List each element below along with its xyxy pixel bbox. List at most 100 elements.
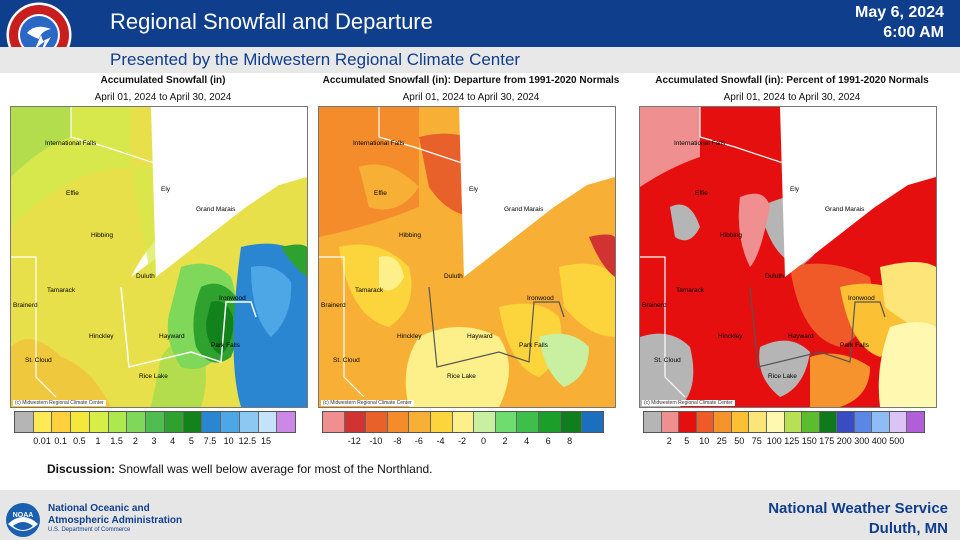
city-label: Hinckley xyxy=(718,333,743,340)
city-label: Brainerd xyxy=(642,302,667,309)
city-label: Park Falls xyxy=(211,342,241,349)
legend-tick-label: 10 xyxy=(223,436,234,446)
legend-swatch xyxy=(661,412,680,432)
panel-title: Accumulated Snowfall (in): Percent of 19… xyxy=(655,75,929,86)
noaa-name: National Oceanic and Atmospheric Adminis… xyxy=(48,503,182,527)
legend-tick-label: 6 xyxy=(545,436,551,446)
city-label: Grand Marais xyxy=(825,206,865,213)
legend-swatch xyxy=(202,412,222,432)
panel-date-range: April 01, 2024 to April 30, 2024 xyxy=(94,92,232,103)
percent-map: International Falls Effie Ely Grand Mara… xyxy=(639,106,937,408)
legend-tick-label: 50 xyxy=(734,436,745,446)
city-label: Grand Marais xyxy=(196,206,236,213)
city-label: St. Cloud xyxy=(333,357,360,364)
legend-swatch xyxy=(766,412,785,432)
city-label: Rice Lake xyxy=(768,373,797,380)
noaa-name-line2: Atmospheric Administration xyxy=(48,515,183,526)
legend-swatch xyxy=(749,412,767,432)
legend-tick-label: 0 xyxy=(481,436,487,446)
panel-departure: Accumulated Snowfall (in): Departure fro… xyxy=(316,74,626,454)
subtitle-bar: Presented by the Midwestern Regional Cli… xyxy=(0,47,960,73)
legend-swatch xyxy=(517,412,540,432)
city-label: Rice Lake xyxy=(447,373,476,380)
legend-swatch xyxy=(819,412,838,432)
legend-tick-label: -2 xyxy=(457,436,467,446)
legend-swatch xyxy=(164,412,184,432)
legend-swatch xyxy=(696,412,715,432)
city-label: Ely xyxy=(790,186,800,193)
map-credit: (c) Midwestern Regional Climate Center xyxy=(642,400,735,406)
discussion-text: Snowfall was well below average for most… xyxy=(118,462,433,476)
panel-date-range: April 01, 2024 to April 30, 2024 xyxy=(723,92,861,103)
legend-ticks: -12 -10 -8 -6 -4 -2 0 2 4 6 8 xyxy=(322,436,602,448)
noaa-logo: NOAA xyxy=(6,503,40,537)
legend-swatch xyxy=(582,412,603,432)
legend-swatch xyxy=(539,412,561,432)
legend-tick-label: 1.5 xyxy=(110,436,123,446)
color-legend xyxy=(643,411,925,433)
legend-tick-label: -8 xyxy=(393,436,402,446)
legend-tick-label: 300 xyxy=(854,436,870,446)
map-credit: (c) Midwestern Regional Climate Center xyxy=(13,400,106,406)
panel-title: Accumulated Snowfall (in): Departure fro… xyxy=(322,75,620,86)
departure-map: International Falls Effie Ely Grand Mara… xyxy=(318,106,616,408)
color-legend xyxy=(14,411,296,433)
legend-tick-label: -4 xyxy=(436,436,445,446)
legend-tick-label: 200 xyxy=(836,436,852,446)
issued-datetime: May 6, 2024 6:00 AM xyxy=(855,3,944,43)
discussion-label: Discussion: xyxy=(47,462,116,476)
legend-swatch xyxy=(71,412,90,432)
legend-tick-label: 75 xyxy=(751,436,762,446)
city-label: Hayward xyxy=(159,333,185,340)
legend-tick-label: 4 xyxy=(170,436,176,446)
legend-tick-label: 15 xyxy=(260,436,272,446)
legend-swatch xyxy=(872,412,890,432)
legend-swatch xyxy=(127,412,147,432)
legend-swatch xyxy=(221,412,240,432)
city-label: Effie xyxy=(695,190,708,197)
legend-swatch xyxy=(323,412,345,432)
footer-bar xyxy=(0,490,960,540)
city-label: International Falls xyxy=(45,140,97,147)
legend-tick-label: -6 xyxy=(414,436,423,446)
noaa-department: U.S. Department of Commerce xyxy=(48,527,131,533)
legend-swatch xyxy=(89,412,109,432)
legend-swatch xyxy=(474,412,496,432)
legend-tick-label: 2 xyxy=(502,436,508,446)
legend-swatch xyxy=(183,412,203,432)
legend-tick-label: 4 xyxy=(524,436,530,446)
panel-snowfall: Accumulated Snowfall (in) April 01, 2024… xyxy=(8,74,318,454)
city-label: Ironwood xyxy=(848,295,875,302)
header-bar xyxy=(0,0,960,47)
legend-swatch xyxy=(907,412,924,432)
noaa-name-line1: National Oceanic and xyxy=(48,503,150,514)
legend-tick-label: -10 xyxy=(369,436,383,446)
office-name: National Weather Service xyxy=(768,500,948,517)
legend-tick-label: 400 xyxy=(871,436,887,446)
legend-swatch xyxy=(258,412,278,432)
city-label: Effie xyxy=(374,190,387,197)
city-label: Ely xyxy=(469,186,479,193)
noaa-logo-text: NOAA xyxy=(13,512,34,519)
legend-tick-label: 1 xyxy=(95,436,101,446)
city-label: Duluth xyxy=(136,273,155,280)
panel-date-range: April 01, 2024 to April 30, 2024 xyxy=(402,92,540,103)
legend-swatch xyxy=(387,412,410,432)
legend-tick-label: 0.5 xyxy=(73,436,86,446)
legend-swatch xyxy=(344,412,367,432)
city-label: Rice Lake xyxy=(139,373,168,380)
city-label: Tamarack xyxy=(355,287,384,294)
legend-swatch xyxy=(431,412,453,432)
legend-tick-label: 8 xyxy=(567,436,573,446)
legend-tick-label: 12.5 xyxy=(238,436,257,446)
panel-percent: Accumulated Snowfall (in): Percent of 19… xyxy=(637,74,947,454)
issued-time: 6:00 AM xyxy=(883,24,944,41)
city-label: Hinckley xyxy=(397,333,422,340)
city-label: Grand Marais xyxy=(504,206,544,213)
legend-swatch xyxy=(277,412,296,432)
city-label: Hayward xyxy=(467,333,493,340)
snowfall-map: International Falls Effie Ely Grand Mara… xyxy=(10,106,308,408)
legend-swatch xyxy=(495,412,518,432)
legend-swatch xyxy=(33,412,53,432)
legend-tick-label: 25 xyxy=(716,436,727,446)
